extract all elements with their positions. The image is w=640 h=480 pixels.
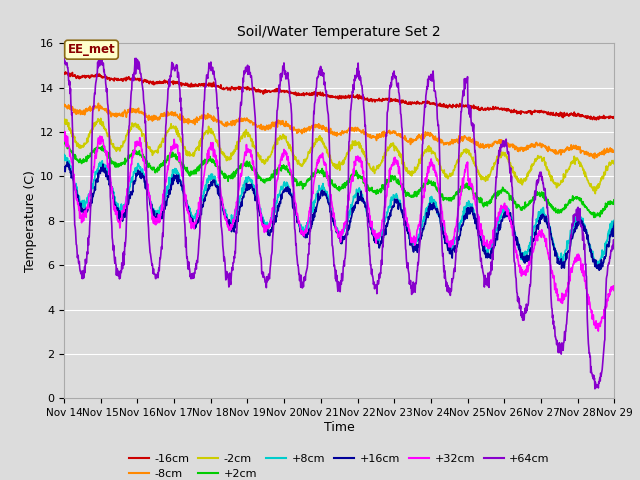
- +16cm: [497, 222, 505, 228]
- +2cm: [61, 139, 68, 145]
- +2cm: [60, 140, 68, 145]
- -8cm: [183, 119, 191, 125]
- +16cm: [425, 212, 433, 218]
- -8cm: [591, 156, 598, 161]
- +2cm: [590, 215, 598, 220]
- Line: +2cm: +2cm: [64, 142, 614, 217]
- +64cm: [98, 56, 106, 61]
- +2cm: [425, 179, 433, 185]
- +8cm: [497, 213, 504, 218]
- +16cm: [170, 179, 177, 185]
- +2cm: [183, 168, 191, 174]
- +64cm: [60, 56, 68, 61]
- +32cm: [545, 256, 553, 262]
- +64cm: [591, 386, 599, 392]
- Line: -2cm: -2cm: [64, 119, 614, 193]
- +64cm: [244, 64, 252, 70]
- +2cm: [497, 189, 505, 195]
- +16cm: [545, 223, 553, 229]
- -16cm: [497, 106, 505, 111]
- +64cm: [425, 73, 433, 79]
- +2cm: [244, 163, 252, 168]
- +64cm: [611, 242, 618, 248]
- -2cm: [497, 155, 505, 161]
- +8cm: [593, 265, 601, 271]
- -16cm: [60, 71, 68, 76]
- -8cm: [611, 149, 618, 155]
- Text: EE_met: EE_met: [68, 43, 115, 56]
- +16cm: [595, 267, 603, 273]
- +16cm: [63, 159, 71, 165]
- +32cm: [170, 142, 177, 148]
- +2cm: [545, 201, 553, 206]
- +16cm: [183, 203, 191, 208]
- +8cm: [425, 202, 433, 208]
- +32cm: [611, 283, 618, 289]
- -8cm: [170, 110, 177, 116]
- +2cm: [611, 198, 618, 204]
- Line: +8cm: +8cm: [64, 155, 614, 268]
- -8cm: [545, 146, 553, 152]
- +8cm: [60, 152, 68, 157]
- -2cm: [611, 157, 618, 163]
- Title: Soil/Water Temperature Set 2: Soil/Water Temperature Set 2: [237, 25, 441, 39]
- +32cm: [497, 209, 505, 215]
- +64cm: [183, 255, 191, 261]
- -8cm: [497, 140, 505, 145]
- -2cm: [591, 191, 599, 196]
- +8cm: [611, 219, 618, 225]
- +8cm: [244, 174, 252, 180]
- -16cm: [183, 82, 191, 87]
- +32cm: [425, 165, 433, 171]
- -16cm: [61, 69, 69, 75]
- Legend: -16cm, -8cm, -2cm, +2cm, +8cm, +16cm, +32cm, +64cm: -16cm, -8cm, -2cm, +2cm, +8cm, +16cm, +3…: [129, 454, 550, 479]
- X-axis label: Time: Time: [324, 421, 355, 434]
- +64cm: [497, 142, 505, 147]
- +16cm: [244, 182, 252, 188]
- -16cm: [545, 111, 553, 117]
- -2cm: [97, 116, 104, 121]
- -8cm: [425, 130, 433, 136]
- Line: +64cm: +64cm: [64, 59, 614, 389]
- -2cm: [183, 148, 191, 154]
- -8cm: [95, 100, 102, 106]
- -16cm: [170, 82, 177, 87]
- -16cm: [611, 114, 618, 120]
- +32cm: [60, 132, 68, 138]
- Line: +32cm: +32cm: [64, 132, 614, 331]
- -16cm: [244, 85, 252, 91]
- +8cm: [169, 173, 177, 179]
- +8cm: [182, 202, 190, 208]
- +32cm: [183, 201, 191, 207]
- +64cm: [170, 62, 177, 68]
- -2cm: [425, 149, 433, 155]
- +16cm: [60, 164, 68, 170]
- -8cm: [60, 102, 68, 108]
- Line: -16cm: -16cm: [64, 72, 614, 120]
- +16cm: [611, 219, 618, 225]
- -2cm: [545, 169, 553, 175]
- +64cm: [545, 233, 553, 239]
- Line: +16cm: +16cm: [64, 162, 614, 270]
- -8cm: [244, 117, 252, 122]
- Y-axis label: Temperature (C): Temperature (C): [24, 170, 37, 272]
- -16cm: [425, 100, 433, 106]
- +32cm: [61, 129, 68, 134]
- +8cm: [545, 224, 553, 230]
- -2cm: [170, 123, 177, 129]
- +2cm: [170, 153, 177, 158]
- -2cm: [244, 130, 252, 135]
- -16cm: [593, 117, 600, 123]
- +32cm: [595, 328, 602, 334]
- +32cm: [244, 146, 252, 152]
- Line: -8cm: -8cm: [64, 103, 614, 158]
- -2cm: [60, 119, 68, 124]
